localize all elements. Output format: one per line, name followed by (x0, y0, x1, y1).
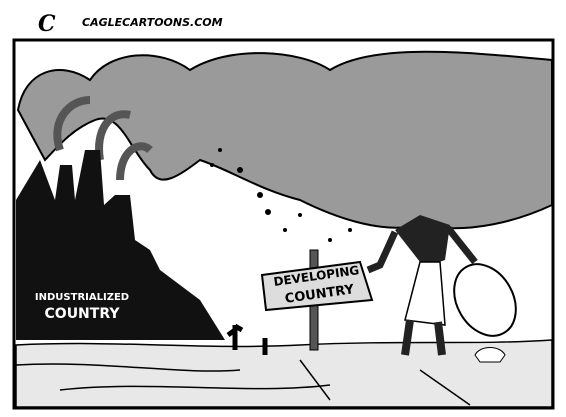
ground (16, 340, 552, 407)
signature-mark: C (38, 11, 56, 37)
page: {"credit": "CAGLECARTOONS.COM", "industr… (0, 0, 566, 417)
industrialized-label: COUNTRY (45, 306, 121, 322)
credit: CAGLECARTOONS.COM (82, 16, 223, 29)
skull (475, 348, 505, 363)
cartoon: C CAGLECARTOONS.COM INDUSTRIALIZED COUNT… (0, 0, 566, 417)
industrialized-label: INDUSTRIALIZED (35, 292, 129, 303)
